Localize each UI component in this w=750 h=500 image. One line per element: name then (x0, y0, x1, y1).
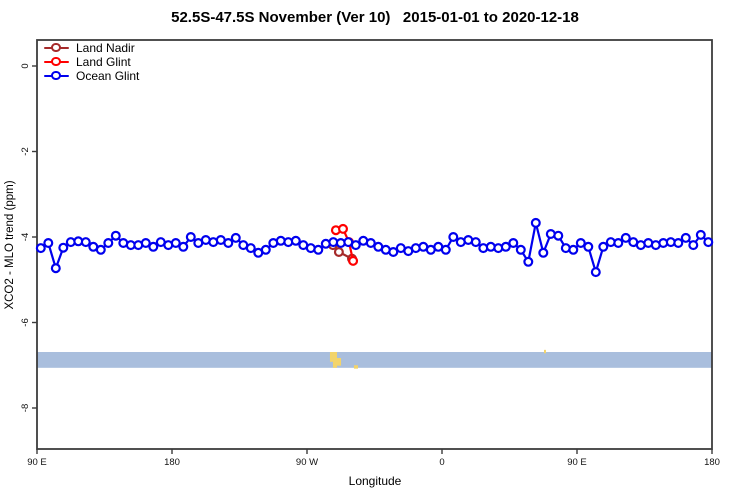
data-point (103, 238, 114, 249)
legend-label: Ocean Glint (76, 69, 140, 83)
data-point (575, 238, 586, 249)
y-tick-label: -8 (20, 404, 31, 412)
legend-label: Land Glint (76, 55, 131, 69)
data-point (50, 263, 61, 274)
data-point (620, 232, 631, 243)
data-point (80, 237, 91, 248)
data-point (35, 243, 46, 254)
y-tick-label: -2 (20, 147, 31, 155)
data-point (338, 223, 349, 234)
data-point (148, 241, 159, 252)
x-tick-label: 90 E (27, 457, 47, 468)
data-point (673, 238, 684, 249)
data-point (350, 240, 361, 251)
data-point (333, 247, 344, 258)
data-point (695, 229, 706, 240)
data-point (448, 232, 459, 243)
data-point (313, 244, 324, 255)
data-point (613, 238, 624, 249)
x-tick-label: 90 W (296, 457, 318, 468)
chart-title: 52.5S-47.5S November (Ver 10) 2015-01-01… (171, 9, 579, 26)
x-tick-label: 180 (704, 457, 720, 468)
ocean-strip (37, 351, 712, 368)
land-patch (337, 357, 342, 366)
data-point (230, 232, 241, 243)
data-point (590, 267, 601, 278)
data-point (178, 241, 189, 252)
data-point (583, 241, 594, 252)
legend-item-ocean-glint: Ocean Glint (44, 69, 139, 83)
data-point (680, 232, 691, 243)
y-tick-label: -6 (20, 318, 31, 326)
legend-item-land-glint: Land Glint (44, 55, 139, 69)
data-point (245, 243, 256, 254)
legend-line-circle-icon (44, 56, 69, 68)
data-point (43, 238, 54, 249)
data-point (568, 244, 579, 255)
data-point (185, 232, 196, 243)
data-point (500, 241, 511, 252)
data-point (440, 244, 451, 255)
data-point (223, 238, 234, 249)
data-point (538, 247, 549, 258)
land-patch (353, 365, 358, 369)
land-patch (332, 351, 337, 368)
data-point (58, 242, 69, 253)
legend: Land Nadir Land Glint Ocean Glint (44, 41, 139, 83)
data-point (523, 256, 534, 267)
data-point (598, 241, 609, 252)
y-tick-label: -4 (20, 233, 31, 241)
data-point (508, 238, 519, 249)
land-patch (329, 351, 333, 362)
data-point (515, 244, 526, 255)
data-point (470, 237, 481, 248)
data-point (365, 238, 376, 249)
data-point (348, 255, 359, 266)
legend-line-circle-icon (44, 70, 69, 82)
land-patch (544, 349, 546, 354)
data-point (388, 247, 399, 258)
data-point (688, 240, 699, 251)
x-tick-label: 0 (439, 457, 444, 468)
data-point (703, 237, 714, 248)
data-point (530, 217, 541, 228)
legend-line-circle-icon (44, 42, 69, 54)
data-point (553, 230, 564, 241)
data-point (95, 244, 106, 255)
legend-label: Land Nadir (76, 41, 135, 55)
ocean-glint-series (35, 217, 714, 278)
data-point (170, 238, 181, 249)
x-axis-label: Longitude (348, 474, 402, 488)
legend-item-land-nadir: Land Nadir (44, 41, 139, 55)
data-point (140, 238, 151, 249)
data-point (110, 230, 121, 241)
x-tick-label: 90 E (567, 457, 587, 468)
y-tick-label: 0 (20, 63, 31, 68)
data-point (290, 235, 301, 246)
data-point (260, 244, 271, 255)
x-tick-label: 180 (164, 457, 180, 468)
